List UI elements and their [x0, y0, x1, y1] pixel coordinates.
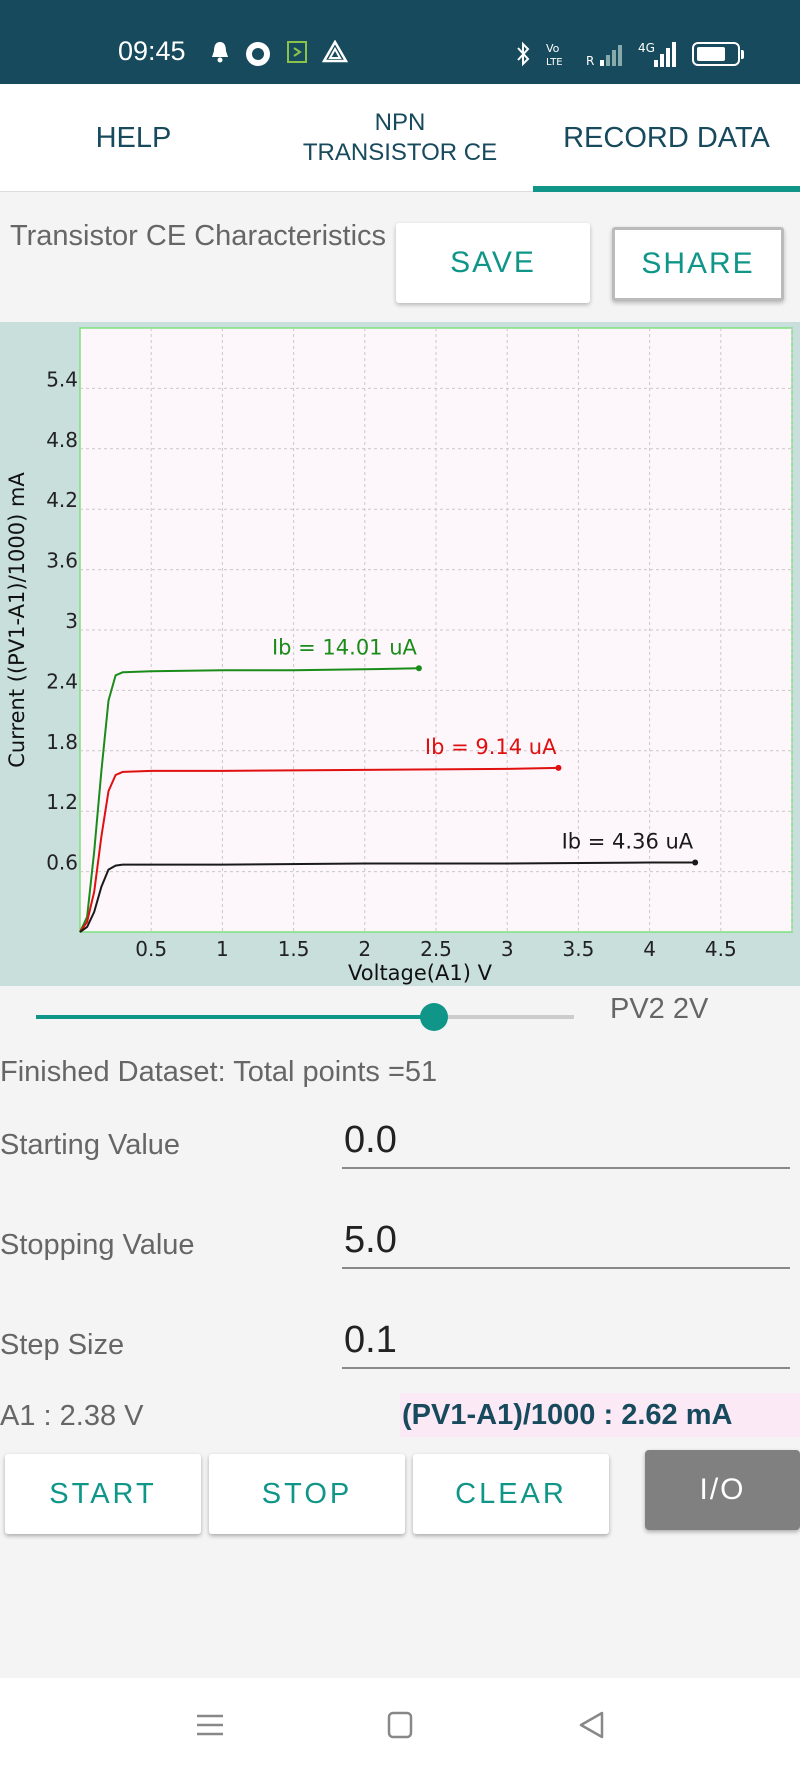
step-size-input[interactable] [342, 1313, 790, 1369]
signal-icon: R [586, 45, 622, 67]
stopping-value-input[interactable] [342, 1213, 790, 1269]
volte-icon: Vo LTE [546, 42, 563, 67]
series-end-point [692, 859, 699, 866]
stop-button[interactable]: STOP [209, 1454, 405, 1534]
notification-bell-icon [212, 42, 228, 63]
io-button[interactable]: I/O [645, 1450, 800, 1530]
navigation-bar [0, 1678, 800, 1778]
y-tick-label: 2.4 [46, 669, 78, 693]
svg-text:Vo: Vo [546, 42, 560, 55]
share-button[interactable]: SHARE [612, 227, 784, 301]
plot-title: Transistor CE Characteristics [10, 220, 387, 252]
dataset-status: Finished Dataset: Total points =51 [0, 1056, 438, 1088]
y-axis-label: Current ((PV1-A1)/1000) mA [5, 472, 29, 768]
tab-npn-transistor-ce[interactable]: NPN TRANSISTOR CE [302, 109, 498, 166]
y-tick-label: 3.6 [46, 549, 78, 573]
slider-fill [36, 1015, 435, 1019]
home-icon[interactable] [384, 1710, 416, 1740]
tab-help[interactable]: HELP [95, 121, 172, 154]
battery-icon [692, 42, 744, 66]
series-end-point [555, 764, 562, 771]
save-button[interactable]: SAVE [396, 223, 590, 303]
starting-value-input[interactable] [342, 1113, 790, 1169]
4g-signal-icon: 4G [638, 41, 676, 67]
stopping-value-label: Stopping Value [0, 1229, 195, 1261]
menu-icon[interactable] [194, 1710, 226, 1740]
series-line [79, 667, 419, 933]
current-readout: (PV1-A1)/1000 : 2.62 mA [400, 1393, 800, 1437]
y-tick-label: 1.8 [46, 730, 78, 754]
tab-record-data[interactable]: RECORD DATA [563, 121, 770, 154]
x-tick-label: 2.5 [420, 937, 452, 961]
clear-button[interactable]: CLEAR [413, 1454, 609, 1534]
record-icon [246, 42, 270, 66]
y-tick-label: 4.2 [46, 488, 78, 512]
starting-value-label: Starting Value [0, 1129, 181, 1161]
x-tick-label: 2 [358, 937, 371, 961]
y-tick-label: 3 [65, 609, 78, 633]
series-label: Ib = 14.01 uA [272, 635, 418, 659]
status-bar: 09:45 Vo LTE R 4G [0, 0, 800, 84]
x-tick-label: 3.5 [562, 937, 594, 961]
x-tick-label: 1.5 [278, 937, 310, 961]
app-icon [287, 41, 307, 63]
svg-text:LTE: LTE [546, 57, 563, 67]
x-tick-label: 4 [643, 937, 656, 961]
x-tick-label: 1 [216, 937, 229, 961]
x-tick-label: 4.5 [705, 937, 737, 961]
pv2-slider[interactable] [36, 1015, 574, 1019]
y-tick-label: 4.8 [46, 428, 78, 452]
series-label: Ib = 4.36 uA [562, 830, 694, 854]
network-label: 4G [638, 41, 655, 55]
x-axis-label: Voltage(A1) V [348, 961, 493, 985]
svg-text:R: R [586, 54, 594, 67]
active-tab-indicator [533, 186, 800, 192]
y-tick-label: 5.4 [46, 367, 78, 391]
plot-area[interactable]: 0.5 1 1.5 2 2.5 3 3.5 4 4.5 0.6 1.2 1.8 2.4 3 3.6 4.2 4.… [0, 322, 800, 986]
back-icon[interactable] [576, 1710, 608, 1740]
y-tick-label: 0.6 [46, 851, 78, 875]
bluetooth-icon [517, 41, 530, 67]
series-end-point [415, 665, 422, 672]
series-line [79, 766, 559, 933]
x-tick-label: 3 [501, 937, 514, 961]
pv2-value-label: PV2 2V [610, 993, 709, 1025]
tab-bar: HELP NPN TRANSISTOR CE RECORD DATA [0, 84, 800, 192]
characteristics-chart: 0.5 1 1.5 2 2.5 3 3.5 4 4.5 0.6 1.2 1.8 2.4 3 3.6 4.2 4.… [5, 327, 793, 985]
drive-icon [322, 40, 348, 63]
series-line [79, 861, 696, 933]
step-size-label: Step Size [0, 1329, 125, 1361]
start-button[interactable]: START [5, 1454, 201, 1534]
status-time: 09:45 [118, 36, 186, 66]
x-tick-label: 0.5 [135, 937, 167, 961]
status-right-icons: Vo LTE R 4G [516, 40, 744, 68]
a1-voltage-readout: A1 : 2.38 V [0, 1400, 144, 1432]
series-label: Ib = 9.14 uA [425, 735, 557, 759]
y-tick-label: 1.2 [46, 790, 78, 814]
slider-thumb[interactable] [420, 1003, 449, 1031]
